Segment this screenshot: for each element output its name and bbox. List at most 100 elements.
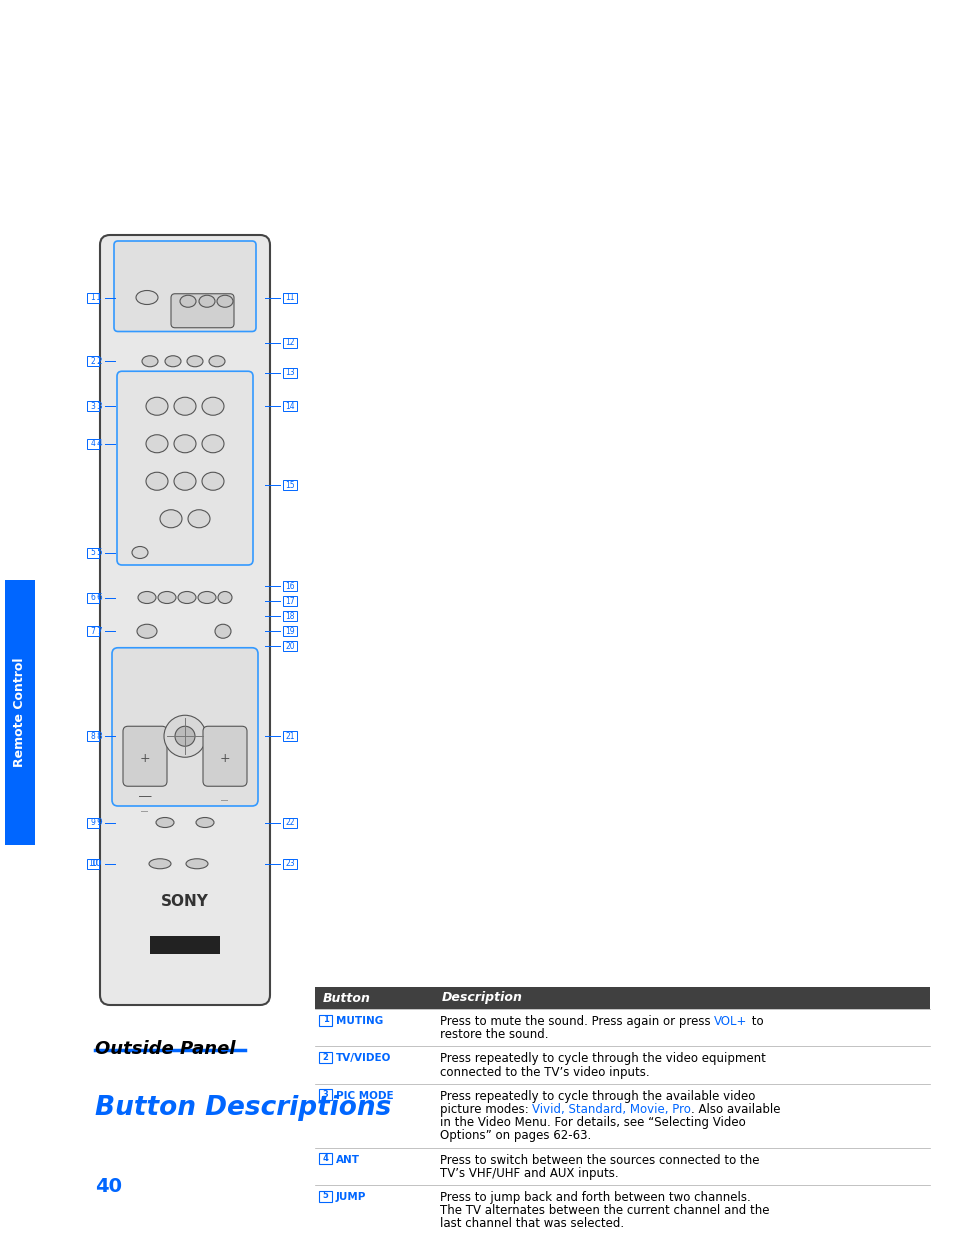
Ellipse shape — [173, 398, 195, 415]
Bar — [87, 731, 99, 741]
Bar — [283, 480, 296, 490]
Bar — [283, 368, 296, 378]
Text: . Also available: . Also available — [691, 1103, 781, 1116]
Text: ANT: ANT — [335, 1155, 359, 1165]
Text: 7: 7 — [91, 626, 95, 636]
Text: 1: 1 — [322, 1015, 328, 1025]
Ellipse shape — [142, 356, 158, 367]
Text: 9: 9 — [96, 818, 102, 827]
Text: to: to — [747, 1015, 762, 1028]
Ellipse shape — [158, 592, 175, 604]
Ellipse shape — [186, 858, 208, 868]
Ellipse shape — [156, 818, 173, 827]
Bar — [87, 593, 99, 603]
Ellipse shape — [174, 726, 194, 746]
Bar — [283, 582, 296, 592]
Text: Button Descriptions: Button Descriptions — [95, 1095, 391, 1121]
Ellipse shape — [188, 510, 210, 527]
Text: 16: 16 — [285, 582, 294, 590]
Text: ―: ― — [221, 797, 229, 803]
Text: 1: 1 — [96, 293, 102, 303]
Text: Press to jump back and forth between two channels.: Press to jump back and forth between two… — [439, 1191, 750, 1204]
Text: PIC MODE: PIC MODE — [335, 1091, 394, 1100]
Text: restore the sound.: restore the sound. — [439, 1029, 548, 1041]
Text: TV’s VHF/UHF and AUX inputs.: TV’s VHF/UHF and AUX inputs. — [439, 1167, 618, 1179]
Ellipse shape — [173, 472, 195, 490]
Ellipse shape — [165, 356, 181, 367]
Text: Options” on pages 62-63.: Options” on pages 62-63. — [439, 1129, 591, 1142]
Bar — [283, 401, 296, 411]
Text: SONY: SONY — [161, 894, 209, 909]
Text: 19: 19 — [285, 626, 294, 636]
Bar — [87, 626, 99, 636]
Text: ―: ― — [138, 789, 152, 803]
Bar — [283, 293, 296, 303]
Bar — [87, 293, 99, 303]
Bar — [283, 597, 296, 606]
Bar — [314, 987, 929, 1009]
Bar — [87, 818, 99, 827]
Text: 11: 11 — [285, 293, 294, 303]
Text: The TV alternates between the current channel and the: The TV alternates between the current ch… — [439, 1204, 769, 1218]
Text: 1: 1 — [91, 293, 95, 303]
Text: 5: 5 — [91, 548, 95, 557]
Text: Press repeatedly to cycle through the available video: Press repeatedly to cycle through the av… — [439, 1089, 755, 1103]
Ellipse shape — [214, 624, 231, 638]
FancyBboxPatch shape — [203, 726, 247, 787]
Ellipse shape — [199, 295, 214, 308]
Text: 4: 4 — [91, 440, 95, 448]
Text: MUTING: MUTING — [335, 1016, 383, 1026]
Bar — [318, 1089, 332, 1100]
Text: 6: 6 — [91, 593, 95, 601]
Text: 17: 17 — [285, 597, 294, 605]
Bar — [5, 580, 35, 845]
FancyBboxPatch shape — [117, 372, 253, 564]
Text: 21: 21 — [285, 732, 294, 741]
Text: last channel that was selected.: last channel that was selected. — [439, 1218, 623, 1230]
Ellipse shape — [209, 356, 225, 367]
Text: +: + — [219, 752, 230, 766]
Text: 4: 4 — [322, 1153, 328, 1163]
Ellipse shape — [146, 472, 168, 490]
Text: 3: 3 — [91, 401, 95, 411]
Text: Outside Panel: Outside Panel — [95, 1040, 235, 1058]
Text: Vivid, Standard, Movie, Pro: Vivid, Standard, Movie, Pro — [532, 1103, 691, 1116]
Text: 8: 8 — [96, 732, 102, 741]
Ellipse shape — [178, 592, 195, 604]
Text: 4: 4 — [96, 440, 102, 448]
Bar — [283, 858, 296, 868]
Ellipse shape — [164, 715, 206, 757]
Ellipse shape — [202, 398, 224, 415]
Text: 14: 14 — [285, 401, 294, 411]
Ellipse shape — [146, 435, 168, 453]
Bar — [283, 611, 296, 621]
Text: 9: 9 — [91, 818, 95, 827]
Text: 3: 3 — [322, 1091, 328, 1099]
Text: 22: 22 — [285, 818, 294, 827]
Text: 2: 2 — [96, 357, 102, 366]
Ellipse shape — [149, 858, 171, 868]
Text: picture modes:: picture modes: — [439, 1103, 532, 1116]
Text: 10: 10 — [91, 860, 102, 868]
Bar — [87, 858, 99, 868]
Ellipse shape — [218, 592, 232, 604]
FancyBboxPatch shape — [112, 647, 257, 806]
Bar — [87, 547, 99, 557]
Bar — [87, 438, 99, 448]
Text: TV/VIDEO: TV/VIDEO — [335, 1053, 391, 1063]
Text: Description: Description — [441, 992, 522, 1004]
Bar — [318, 1014, 332, 1025]
Bar — [283, 731, 296, 741]
Text: 5: 5 — [96, 548, 102, 557]
Text: 10: 10 — [88, 860, 98, 868]
FancyBboxPatch shape — [171, 294, 233, 327]
Text: connected to the TV’s video inputs.: connected to the TV’s video inputs. — [439, 1066, 649, 1078]
Text: 6: 6 — [96, 593, 102, 601]
Text: +: + — [139, 752, 151, 766]
Text: ―: ― — [141, 808, 149, 814]
Text: Press to switch between the sources connected to the: Press to switch between the sources conn… — [439, 1153, 759, 1167]
Text: 20: 20 — [285, 642, 294, 651]
Ellipse shape — [216, 295, 233, 308]
Text: 13: 13 — [285, 368, 294, 377]
Text: in the Video Menu. For details, see “Selecting Video: in the Video Menu. For details, see “Sel… — [439, 1116, 745, 1129]
